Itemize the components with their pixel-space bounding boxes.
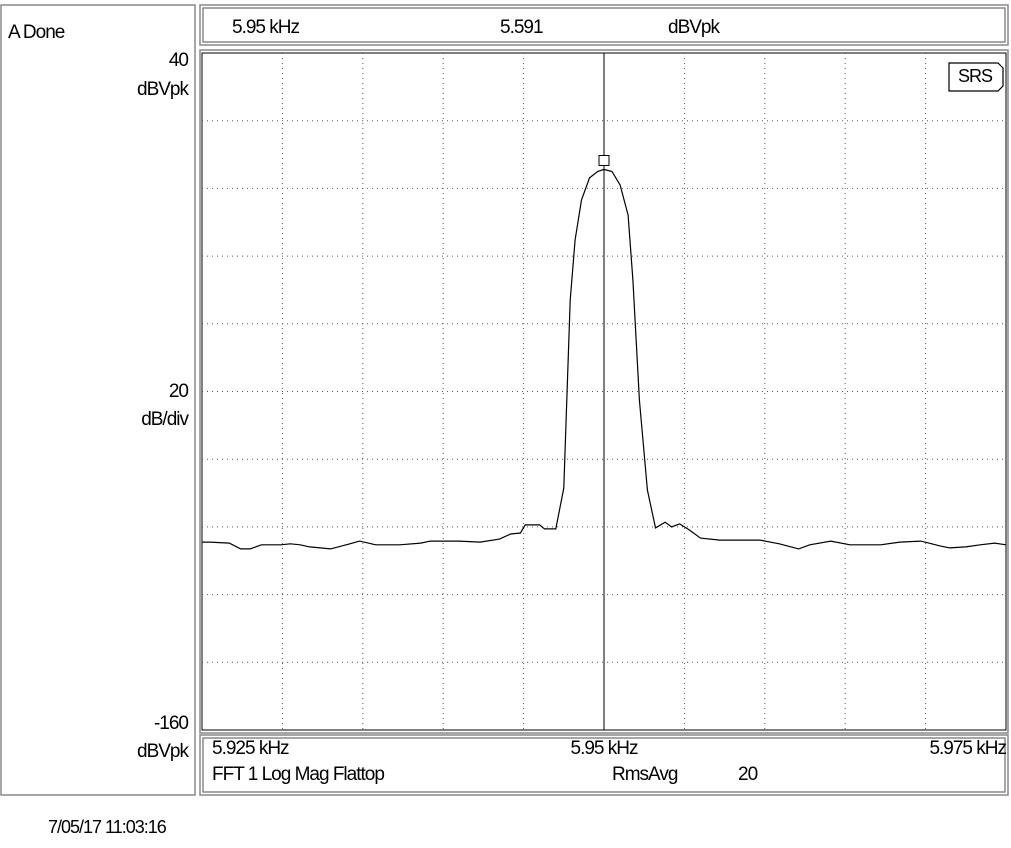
marker bbox=[598, 154, 610, 166]
y-tick-label: -160 bbox=[154, 713, 188, 734]
average-count: 20 bbox=[738, 764, 758, 785]
logo: SRS bbox=[958, 66, 993, 86]
x-tick-label: 5.975 kHz bbox=[929, 738, 1006, 759]
y-per-div: 20 bbox=[169, 381, 189, 402]
logo-box bbox=[948, 62, 1004, 92]
averaging: RmsAvg bbox=[612, 764, 678, 785]
y-per-div-unit: dB/div bbox=[141, 409, 189, 430]
x-tick-label: 5.925 kHz bbox=[212, 738, 289, 759]
marker-x: 5.95 kHz bbox=[232, 17, 299, 38]
status: A Done bbox=[8, 22, 65, 43]
header-inner bbox=[202, 7, 1006, 43]
measurement: FFT 1 Log Mag Flattop bbox=[212, 764, 384, 785]
timestamp: 7/05/17 11:03:16 bbox=[48, 817, 167, 837]
x-tick-label: 5.95 kHz bbox=[571, 738, 638, 759]
trace bbox=[202, 168, 1007, 550]
header-panel bbox=[199, 4, 1009, 46]
marker-value: 5.591 bbox=[500, 17, 543, 38]
footer-inner bbox=[202, 737, 1006, 793]
y-unit-top: dBVpk bbox=[137, 79, 189, 100]
footer-panel bbox=[199, 734, 1009, 796]
marker-unit: dBVpk bbox=[668, 17, 720, 38]
y-unit-bottom: dBVpk bbox=[137, 741, 189, 762]
left-panel bbox=[0, 4, 196, 796]
y-tick-label: 40 bbox=[169, 50, 189, 71]
plot-frame bbox=[199, 49, 1009, 734]
